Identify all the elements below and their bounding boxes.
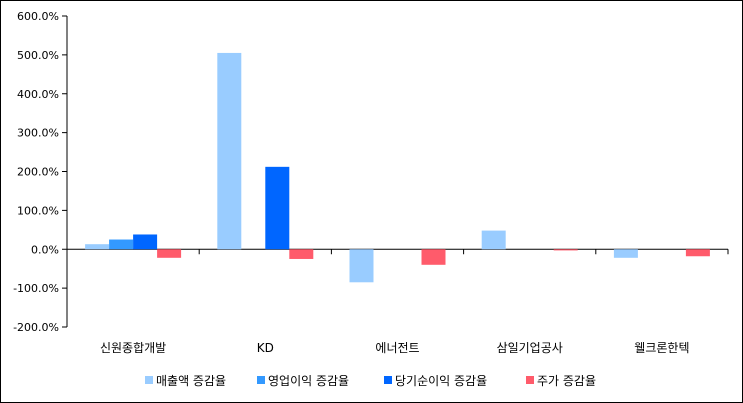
legend-label: 당기순이익 증감율 bbox=[395, 374, 487, 388]
legend-swatch bbox=[526, 376, 534, 384]
y-tick-label: 500.0% bbox=[17, 49, 59, 62]
bar bbox=[265, 166, 290, 250]
category-label: 웰크론한텍 bbox=[634, 341, 689, 355]
bar bbox=[481, 230, 506, 250]
category-label: 에너전트 bbox=[375, 341, 419, 355]
bar bbox=[685, 249, 710, 257]
legend-label: 영업이익 증감율 bbox=[268, 374, 349, 388]
bar bbox=[217, 52, 242, 250]
legend: 매출액 증감율 영업이익 증감율 당기순이익 증감율 주가 증감율 bbox=[145, 374, 596, 388]
bar bbox=[349, 249, 374, 283]
y-tick-label: -100.0% bbox=[13, 282, 59, 295]
category-label: KD bbox=[257, 341, 274, 355]
bar bbox=[289, 249, 314, 259]
bars bbox=[85, 52, 710, 283]
category-label: 삼일기업공사 bbox=[497, 341, 563, 355]
y-tick-label: 0.0% bbox=[31, 243, 59, 256]
bar bbox=[613, 249, 638, 258]
legend-swatch bbox=[384, 376, 392, 384]
axes: -200.0% -100.0% 0.0% 100.0% 200.0% 300.0% 400.… bbox=[13, 10, 729, 334]
bar bbox=[85, 244, 110, 250]
labels: 신원종합개발 KD 에너전트 삼일기업공사 웰크론한텍 bbox=[100, 341, 690, 355]
legend-label: 주가 증감율 bbox=[537, 374, 596, 388]
y-tick-label: -200.0% bbox=[13, 321, 59, 334]
bar bbox=[553, 249, 578, 251]
legend-label: 매출액 증감율 bbox=[156, 374, 226, 388]
y-tick-label: 100.0% bbox=[17, 204, 59, 217]
y-tick-label: 600.0% bbox=[17, 10, 59, 23]
bar bbox=[157, 249, 182, 258]
legend-swatch bbox=[145, 376, 153, 384]
y-tick-label: 200.0% bbox=[17, 166, 59, 179]
bar bbox=[133, 234, 158, 250]
category-label: 신원종합개발 bbox=[100, 341, 166, 355]
y-tick-label: 400.0% bbox=[17, 88, 59, 101]
bar bbox=[109, 239, 134, 250]
legend-swatch bbox=[257, 376, 265, 384]
y-tick-label: 300.0% bbox=[17, 127, 59, 140]
bar bbox=[421, 249, 446, 265]
